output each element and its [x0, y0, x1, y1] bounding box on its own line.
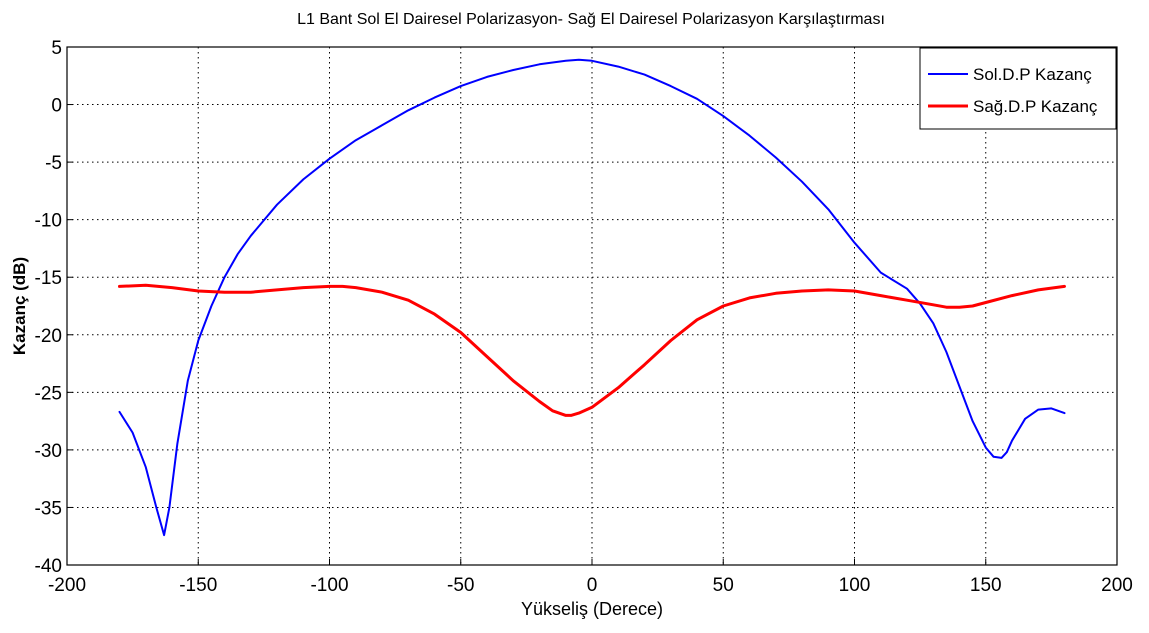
y-tick-label: -25 — [35, 383, 62, 404]
x-tick-label: 0 — [587, 575, 598, 596]
y-tick-label: -15 — [35, 268, 62, 289]
y-tick-label: 5 — [51, 38, 62, 59]
y-tick-label: -30 — [35, 441, 62, 462]
grid — [67, 47, 1117, 565]
y-axis-label: Kazanç (dB) — [10, 257, 29, 355]
x-axis-label: Yükseliş (Derece) — [521, 599, 663, 619]
legend-label-sol: Sol.D.P Kazanç — [973, 65, 1092, 84]
x-tick-label: -50 — [447, 575, 474, 596]
axis-ticks: -200 -150 -100 -50 0 50 100 150 20050-5-10-15-20… — [35, 38, 1133, 596]
x-tick-label: 100 — [839, 575, 871, 596]
x-tick-label: -100 — [310, 575, 348, 596]
series-line-sag — [118, 283, 1066, 417]
x-tick-label: -150 — [179, 575, 217, 596]
x-tick-label: 150 — [970, 575, 1002, 596]
y-tick-label: 0 — [51, 96, 62, 117]
legend: Sol.D.P Kazanç Sağ.D.P Kazanç — [919, 47, 1117, 130]
x-tick-label: -200 — [48, 575, 86, 596]
legend-label-sag: Sağ.D.P Kazanç — [973, 97, 1098, 116]
series-group — [118, 58, 1066, 537]
y-tick-label: -20 — [35, 326, 62, 347]
y-tick-label: -5 — [45, 153, 62, 174]
series-line-sol — [118, 58, 1066, 537]
y-tick-label: -40 — [35, 556, 62, 577]
x-tick-label: 200 — [1101, 575, 1133, 596]
y-tick-label: -10 — [35, 211, 62, 232]
x-tick-label: 50 — [713, 575, 734, 596]
legend-box — [919, 47, 1117, 130]
chart-title: L1 Bant Sol El Dairesel Polarizasyon- Sa… — [297, 11, 885, 28]
y-tick-label: -35 — [35, 498, 62, 519]
